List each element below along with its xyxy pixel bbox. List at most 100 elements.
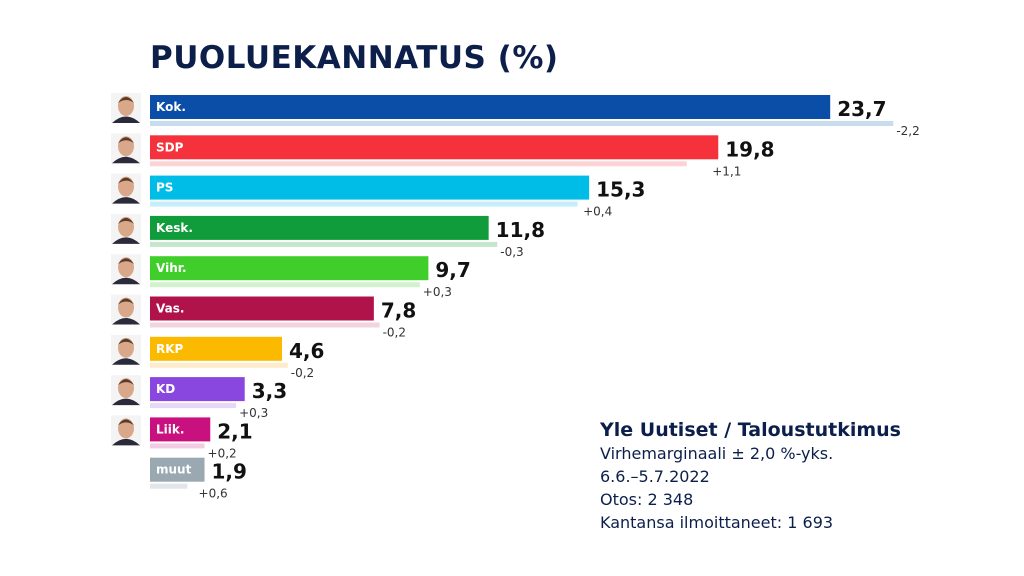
bar — [150, 417, 211, 442]
value-label: 7,8 — [381, 299, 416, 323]
previous-value-bar — [150, 322, 380, 328]
photo-face — [118, 378, 134, 399]
category-label: Kok. — [156, 100, 186, 114]
bar-row: KD 3,3 +0,3 — [111, 375, 287, 420]
photo-hair — [118, 338, 134, 345]
value-label: 9,7 — [435, 258, 470, 282]
photo-face — [118, 337, 134, 358]
previous-value-bar — [150, 282, 420, 288]
politician-photo — [111, 133, 141, 164]
category-label: Vihr. — [156, 261, 187, 275]
photo-shoulders — [112, 358, 140, 365]
photo-face — [118, 257, 134, 278]
bar — [150, 336, 283, 361]
change-label: +0,3 — [239, 406, 268, 420]
photo-shoulders — [112, 438, 140, 446]
photo-face — [118, 176, 134, 197]
photo-face — [118, 297, 134, 318]
bar — [150, 215, 489, 240]
photo-face — [118, 136, 134, 157]
photo-shoulders — [112, 237, 140, 244]
previous-value-bar — [150, 483, 188, 489]
previous-value-bar — [150, 362, 288, 368]
politician-photo — [111, 334, 141, 365]
change-label: +0,2 — [208, 446, 237, 460]
bar-row: SDP 19,8 +1,1 — [111, 133, 775, 178]
previous-value-bar — [150, 241, 498, 247]
photo-shoulders — [112, 197, 140, 204]
photo-shoulders — [112, 156, 140, 164]
value-label: 15,3 — [596, 178, 645, 202]
category-label: Liik. — [156, 422, 184, 436]
change-label: -0,2 — [291, 366, 314, 380]
change-label: -0,2 — [383, 326, 406, 340]
value-label: 23,7 — [837, 97, 886, 121]
bar-row: Kesk. 11,8 -0,3 — [111, 213, 545, 259]
photo-hair — [118, 379, 134, 386]
previous-value-bar — [150, 161, 687, 167]
category-label: PS — [156, 181, 173, 195]
bar-row: muut 1,9 +0,6 — [150, 457, 247, 501]
photo-face — [118, 96, 134, 116]
margin-of-error: Virhemarginaali ± 2,0 %-yks. — [600, 444, 834, 463]
value-label: 2,1 — [217, 419, 252, 443]
bar-row: RKP 4,6 -0,2 — [111, 334, 324, 380]
source-info: Yle Uutiset / Taloustutkimus Virhemargin… — [600, 418, 901, 534]
bar — [150, 256, 429, 281]
photo-face — [118, 418, 134, 439]
source-heading: Yle Uutiset / Taloustutkimus — [600, 419, 901, 441]
bar-row: Vas. 7,8 -0,2 — [111, 294, 416, 340]
change-label: +0,6 — [199, 487, 228, 501]
previous-value-bar — [150, 201, 578, 207]
survey-period: 6.6.–5.7.2022 — [600, 467, 710, 486]
previous-value-bar — [150, 121, 894, 126]
politician-photo — [111, 415, 141, 446]
photo-hair — [118, 298, 134, 305]
value-label: 19,8 — [725, 137, 774, 161]
photo-shoulders — [112, 318, 140, 325]
value-label: 11,8 — [496, 218, 545, 242]
photo-hair — [118, 419, 134, 426]
previous-value-bar — [150, 403, 237, 409]
photo-shoulders — [112, 116, 140, 123]
bar — [150, 296, 374, 321]
photo-hair — [118, 258, 134, 265]
politician-photo — [111, 213, 141, 244]
photo-shoulders — [112, 398, 140, 406]
category-label: Kesk. — [156, 221, 193, 235]
bar — [150, 457, 205, 482]
politician-photo — [111, 173, 141, 204]
respondents: Kantansa ilmoittaneet: 1 693 — [600, 513, 834, 532]
category-label: SDP — [156, 140, 184, 154]
previous-value-bar — [150, 443, 205, 449]
category-label: RKP — [156, 342, 184, 356]
change-label: +1,1 — [712, 164, 741, 178]
value-label: 1,9 — [212, 460, 247, 484]
photo-hair — [118, 217, 134, 224]
sample-size: Otos: 2 348 — [600, 490, 694, 509]
bar — [150, 175, 590, 200]
politician-photo — [111, 93, 141, 123]
photo-shoulders — [112, 277, 140, 285]
bar-row: PS 15,3 +0,4 — [111, 173, 645, 219]
value-label: 3,3 — [252, 379, 287, 403]
photo-hair — [118, 137, 134, 144]
bar — [150, 95, 831, 119]
change-label: +0,4 — [583, 205, 612, 219]
bar — [150, 377, 245, 402]
bar — [150, 135, 719, 160]
politician-photo — [111, 294, 141, 325]
change-label: -0,3 — [500, 245, 523, 259]
change-label: +0,3 — [423, 285, 452, 299]
value-label: 4,6 — [289, 339, 324, 363]
category-label: muut — [156, 463, 192, 477]
bar-row: Kok. 23,7 -2,2 — [111, 93, 920, 138]
category-label: Vas. — [156, 302, 184, 316]
photo-face — [118, 216, 134, 237]
bar-row: Liik. 2,1 +0,2 — [111, 415, 253, 460]
photo-hair — [118, 177, 134, 184]
politician-photo — [111, 375, 141, 406]
politician-photo — [111, 254, 141, 285]
chart-title: PUOLUEKANNATUS (%) — [150, 40, 559, 76]
